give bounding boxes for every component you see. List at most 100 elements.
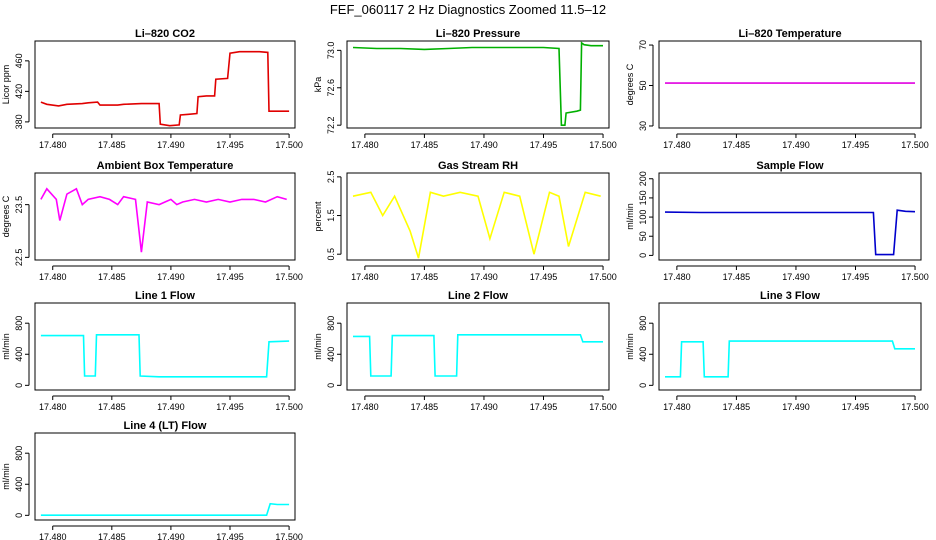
x-tick-label: 17.495	[216, 272, 244, 282]
y-tick-label: 50	[638, 231, 648, 241]
panel-9: Line 3 Flow 17.480 17.485 17.490 17.495 17.50…	[625, 290, 929, 412]
y-tick-label: 400	[14, 347, 24, 362]
x-tick-label: 17.495	[842, 402, 870, 412]
panel-title: Li–820 Temperature	[738, 28, 841, 40]
figure-title: FEF_060117 2 Hz Diagnostics Zoomed 11.5–…	[330, 2, 606, 17]
plot-frame	[346, 302, 610, 391]
y-tick-label: 400	[638, 347, 648, 362]
x-tick-label: 17.485	[98, 140, 126, 150]
x-tick-label: 17.485	[411, 272, 439, 282]
panel-title: Li–820 Pressure	[436, 28, 520, 40]
y-tick-label: 100	[638, 210, 648, 225]
x-tick-label: 17.480	[39, 532, 67, 540]
y-tick-label: 400	[14, 477, 24, 492]
x-tick-label: 17.490	[157, 402, 185, 412]
panel-5: Gas Stream RH 17.480 17.485 17.490 17.495 17.…	[313, 160, 617, 282]
y-tick-label: 0	[638, 383, 648, 388]
panel-1: Li–820 CO2 17.480 17.485 17.490 17.495 17.500…	[1, 28, 303, 150]
x-tick-label: 17.480	[39, 402, 67, 412]
plot-frame	[34, 302, 296, 391]
x-tick-label: 17.500	[275, 140, 303, 150]
y-axis-label: ml/min	[625, 333, 635, 360]
x-tick-label: 17.495	[530, 140, 558, 150]
series-line	[352, 191, 601, 259]
panel-title: Gas Stream RH	[438, 160, 518, 172]
x-tick-label: 17.485	[723, 402, 751, 412]
x-tick-label: 17.480	[663, 140, 691, 150]
plot-frame	[658, 172, 922, 261]
x-tick-label: 17.490	[782, 272, 810, 282]
y-tick-label: 0	[14, 513, 24, 518]
series-line	[664, 209, 916, 256]
y-axis-label: percent	[313, 201, 323, 232]
panel-7: Line 1 Flow 17.480 17.485 17.490 17.495 17.50…	[1, 290, 303, 412]
plot-frame	[658, 40, 922, 129]
plot-frame	[34, 172, 296, 261]
series-line	[40, 187, 287, 253]
series-line	[40, 50, 290, 127]
x-tick-label: 17.495	[530, 402, 558, 412]
y-tick-label: 400	[326, 347, 336, 362]
x-tick-label: 17.490	[470, 402, 498, 412]
y-tick-label: 200	[638, 171, 648, 186]
y-tick-label: 72.2	[326, 116, 336, 134]
x-tick-label: 17.500	[589, 140, 617, 150]
panel-title: Sample Flow	[756, 160, 824, 172]
y-tick-label: 150	[638, 190, 648, 205]
y-axis-label: ml/min	[1, 463, 11, 490]
plot-frame	[658, 302, 922, 391]
x-tick-label: 17.490	[157, 272, 185, 282]
x-tick-label: 17.480	[663, 272, 691, 282]
y-tick-label: 73.0	[326, 42, 336, 60]
x-tick-label: 17.500	[275, 532, 303, 540]
plot-frame	[34, 40, 296, 129]
y-tick-label: 1.5	[326, 209, 336, 222]
x-tick-label: 17.480	[39, 140, 67, 150]
panel-2: Li–820 Pressure 17.480 17.485 17.490 17.495 1…	[313, 28, 617, 150]
y-axis-label: ml/min	[1, 333, 11, 360]
y-tick-label: 0	[638, 253, 648, 258]
panel-6: Sample Flow 17.480 17.485 17.490 17.495 17.50…	[625, 160, 929, 282]
series-line	[40, 502, 290, 517]
x-tick-label: 17.490	[470, 140, 498, 150]
x-tick-label: 17.500	[901, 272, 929, 282]
x-tick-label: 17.490	[157, 532, 185, 540]
x-tick-label: 17.490	[782, 402, 810, 412]
panel-10: Line 4 (LT) Flow 17.480 17.485 17.490 17.495…	[1, 420, 303, 540]
panel-8: Line 2 Flow 17.480 17.485 17.490 17.495 17.50…	[313, 290, 617, 412]
y-tick-label: 0.5	[326, 248, 336, 261]
y-tick-label: 23.5	[14, 196, 24, 214]
x-tick-label: 17.495	[842, 272, 870, 282]
panel-title: Line 3 Flow	[760, 290, 820, 302]
x-tick-label: 17.490	[157, 140, 185, 150]
y-tick-label: 420	[14, 84, 24, 99]
panel-4: Ambient Box Temperature 17.480 17.485 17.49…	[1, 160, 303, 282]
x-tick-label: 17.485	[98, 272, 126, 282]
y-axis-label: Licor ppm	[1, 65, 11, 105]
y-tick-label: 50	[638, 81, 648, 91]
y-tick-label: 460	[14, 53, 24, 68]
panel-title: Line 1 Flow	[135, 290, 195, 302]
x-tick-label: 17.485	[411, 402, 439, 412]
x-tick-label: 17.495	[842, 140, 870, 150]
x-tick-label: 17.500	[275, 272, 303, 282]
x-tick-label: 17.485	[723, 140, 751, 150]
x-tick-label: 17.485	[411, 140, 439, 150]
y-axis-label: degrees C	[1, 195, 11, 237]
panel-3: Li–820 Temperature 17.480 17.485 17.490 17.4…	[625, 28, 929, 150]
y-tick-label: 2.5	[326, 171, 336, 184]
x-tick-label: 17.500	[901, 140, 929, 150]
plot-frame	[346, 40, 610, 129]
panel-title: Line 2 Flow	[448, 290, 508, 302]
x-tick-label: 17.495	[216, 402, 244, 412]
x-tick-label: 17.490	[782, 140, 810, 150]
x-tick-label: 17.485	[98, 402, 126, 412]
x-tick-label: 17.500	[275, 402, 303, 412]
panel-title: Ambient Box Temperature	[97, 160, 234, 172]
y-tick-label: 30	[638, 121, 648, 131]
x-tick-label: 17.480	[663, 402, 691, 412]
y-tick-label: 22.5	[14, 249, 24, 267]
plot-frame	[346, 172, 610, 261]
x-tick-label: 17.500	[589, 402, 617, 412]
x-tick-label: 17.480	[351, 272, 379, 282]
